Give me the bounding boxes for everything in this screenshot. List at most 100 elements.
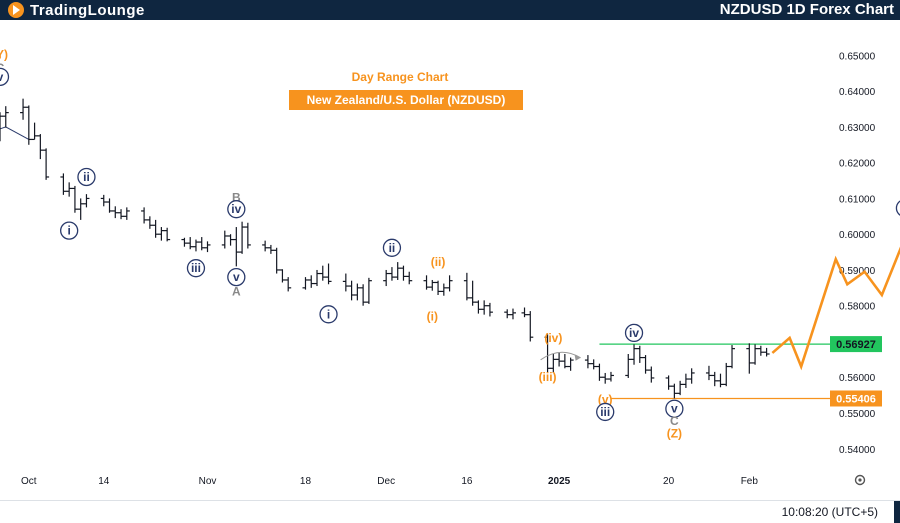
ohlc-bar (348, 280, 355, 301)
instrument-name: New Zealand/U.S. Dollar (NZDUSD) (307, 93, 506, 107)
ohlc-bar (631, 344, 638, 365)
ohlc-bar (141, 207, 148, 224)
wave-label-text: i (327, 307, 330, 321)
ohlc-bar (204, 241, 211, 253)
price-line-label: 0.55406 (836, 393, 876, 405)
ohlc-bar (544, 334, 551, 373)
ohlc-bar (504, 309, 511, 319)
ohlc-bar (682, 373, 689, 388)
price-tick-label: 0.54000 (839, 445, 876, 456)
ohlc-bar (83, 194, 90, 208)
ohlc-bar (100, 194, 107, 207)
logo[interactable]: TradingLounge (8, 1, 145, 19)
gear-icon[interactable] (854, 474, 866, 486)
wave-label: (ii) (431, 255, 446, 269)
ohlc-bar (446, 275, 453, 292)
ohlc-bar (469, 280, 476, 306)
ohlc-bar (354, 283, 361, 301)
price-tick-label: 0.58000 (839, 302, 876, 313)
wave-label: ii (382, 238, 402, 257)
wave-label-text: (iii) (539, 370, 557, 384)
ohlc-bar (66, 182, 73, 197)
ohlc-bar (325, 263, 332, 285)
ohlc-bar (486, 302, 493, 317)
wave-label: C (670, 414, 679, 428)
ohlc-bar (475, 300, 482, 314)
wave-label: iii (186, 259, 206, 278)
ohlc-bar (590, 359, 597, 370)
trendline (0, 126, 30, 140)
wave-label: iv (624, 323, 644, 343)
ohlc-bar (440, 283, 447, 296)
ohlc-bar (152, 219, 159, 238)
instrument-badge (289, 90, 523, 110)
logo-icon (8, 2, 24, 18)
ohlc-bar (406, 271, 413, 285)
ohlc-bar (279, 269, 286, 283)
time-tick-label: 14 (98, 476, 110, 487)
wave-label-circle (596, 402, 615, 422)
wave-label-text: (ii) (431, 255, 446, 269)
ohlc-bar (429, 279, 436, 291)
wave-label: i (895, 200, 900, 216)
wave-label-text: C (670, 414, 679, 428)
wave-label-text: iv (629, 326, 639, 340)
gear-icon-ring (854, 474, 866, 486)
wave-label-circle (227, 200, 246, 219)
ohlc-bar (227, 234, 234, 246)
wave-label: (Y) (0, 47, 8, 61)
gear-icon-hub (858, 478, 862, 482)
ohlc-bar (561, 354, 568, 369)
price-tick-label: 0.59000 (839, 266, 876, 277)
time-tick-label: 20 (663, 476, 675, 487)
ohlc-bar (394, 262, 401, 280)
ohlc-bar (112, 206, 119, 219)
wave-label-circle (227, 267, 246, 287)
price-tick-label: 0.64000 (839, 87, 876, 98)
wave-label-text: iv (231, 202, 241, 216)
chart-canvas[interactable]: 0.65000 0.64000 0.63000 0.62000 0.61000 0.600… (0, 0, 900, 500)
price-line-label: 0.56927 (836, 339, 876, 351)
ohlc-bar (302, 277, 309, 290)
ohlc-bar (187, 237, 194, 250)
chart-title: NZDUSD 1D Forex Chart (719, 1, 894, 18)
price-tick-label: 0.62000 (839, 159, 876, 170)
wave-label-text: v (233, 270, 240, 284)
wave-label: ii (77, 167, 96, 187)
wave-label-text: iii (191, 261, 201, 275)
ohlc-bar (509, 308, 516, 320)
price-axis-bg (830, 20, 900, 500)
ohlc-bar (123, 207, 130, 220)
ohlc-bar (463, 272, 470, 301)
wave-label-text: ii (83, 170, 90, 184)
price-line-badge (830, 390, 882, 407)
ohlc-bar (0, 112, 3, 142)
ohlc-bar (221, 230, 228, 249)
ohlc-bar (43, 148, 50, 180)
ohlc-bar (388, 267, 395, 281)
ohlc-bar (400, 265, 407, 281)
wave-label: v (0, 67, 10, 86)
wave-label-text: (i) (427, 309, 438, 323)
wave-label-text: (Y) (0, 47, 8, 61)
projection-path (771, 246, 900, 371)
wave-label: (iv) (544, 331, 562, 345)
ohlc-bar (77, 198, 84, 220)
ohlc-bar (435, 280, 442, 295)
ohlc-bar (688, 368, 695, 384)
ohlc-bar (723, 362, 730, 387)
ohlc-bar (319, 265, 326, 281)
ohlc-bar (584, 355, 591, 369)
ohlc-bar (360, 284, 367, 306)
time-tick-label: Oct (21, 476, 37, 487)
ohlc-bar (705, 365, 712, 381)
price-tick-label: 0.60000 (839, 230, 876, 241)
ohlc-bar (146, 216, 153, 229)
ohlc-bar (602, 372, 609, 384)
ohlc-bar (181, 237, 188, 247)
ohlc-bar (648, 366, 655, 383)
wave-label-circle (60, 221, 79, 240)
wave-label-text: i (67, 224, 70, 238)
wave-label-circle (319, 305, 338, 324)
